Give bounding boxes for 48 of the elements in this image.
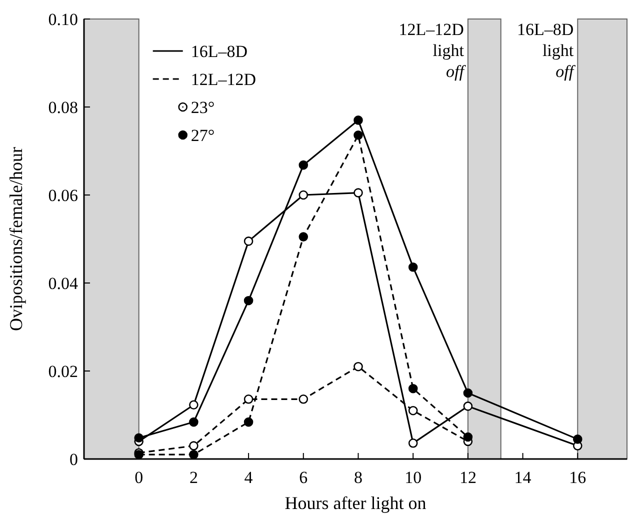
point (463, 432, 473, 442)
band-label: 16L–8D light off (516, 20, 576, 81)
y-tick-label: 0.10 (48, 10, 78, 29)
band-label: 12L–12D light off (398, 20, 466, 81)
point (354, 362, 363, 372)
point (572, 434, 582, 444)
annotation: 27° (190, 126, 215, 145)
point (189, 441, 198, 450)
point (298, 190, 308, 200)
point (134, 433, 144, 443)
point (189, 400, 198, 410)
point (244, 236, 254, 246)
point (298, 160, 308, 170)
x-tick-label: 16 (569, 468, 586, 487)
point (298, 232, 308, 242)
x-axis-title: Hours after light on (284, 493, 426, 513)
point (408, 384, 418, 394)
point (354, 188, 363, 198)
y-tick-label: 0.08 (48, 98, 78, 117)
x-tick-label: 14 (514, 468, 532, 487)
annotation: 23° (190, 98, 215, 117)
point (189, 417, 198, 427)
x-tick-label: 2 (189, 468, 198, 487)
x-tick-label: 6 (299, 468, 308, 487)
annotation: 16L–8D (190, 42, 248, 61)
annotation: 12L–12D (190, 70, 256, 89)
x-tick-label: 10 (404, 468, 422, 487)
point (463, 388, 473, 398)
point (298, 394, 308, 404)
point (354, 116, 363, 125)
point (463, 402, 473, 411)
point (408, 262, 418, 272)
point (189, 450, 198, 460)
point (408, 438, 418, 448)
y-tick-label: 0.02 (48, 362, 78, 381)
x-tick-label: 0 (134, 468, 144, 487)
point (244, 296, 254, 306)
y-axis-title: Ovipositions/female/hour (6, 147, 26, 331)
x-tick-label: 4 (244, 468, 254, 487)
point (244, 417, 254, 427)
point (408, 406, 418, 416)
point (354, 130, 363, 140)
y-tick-label: 0.06 (48, 186, 78, 205)
y-tick-label: 0.04 (48, 274, 78, 293)
x-tick-label: 12 (459, 468, 476, 487)
x-tick-label: 8 (354, 468, 362, 487)
y-tick-label: 0 (70, 450, 78, 469)
point (244, 394, 254, 404)
